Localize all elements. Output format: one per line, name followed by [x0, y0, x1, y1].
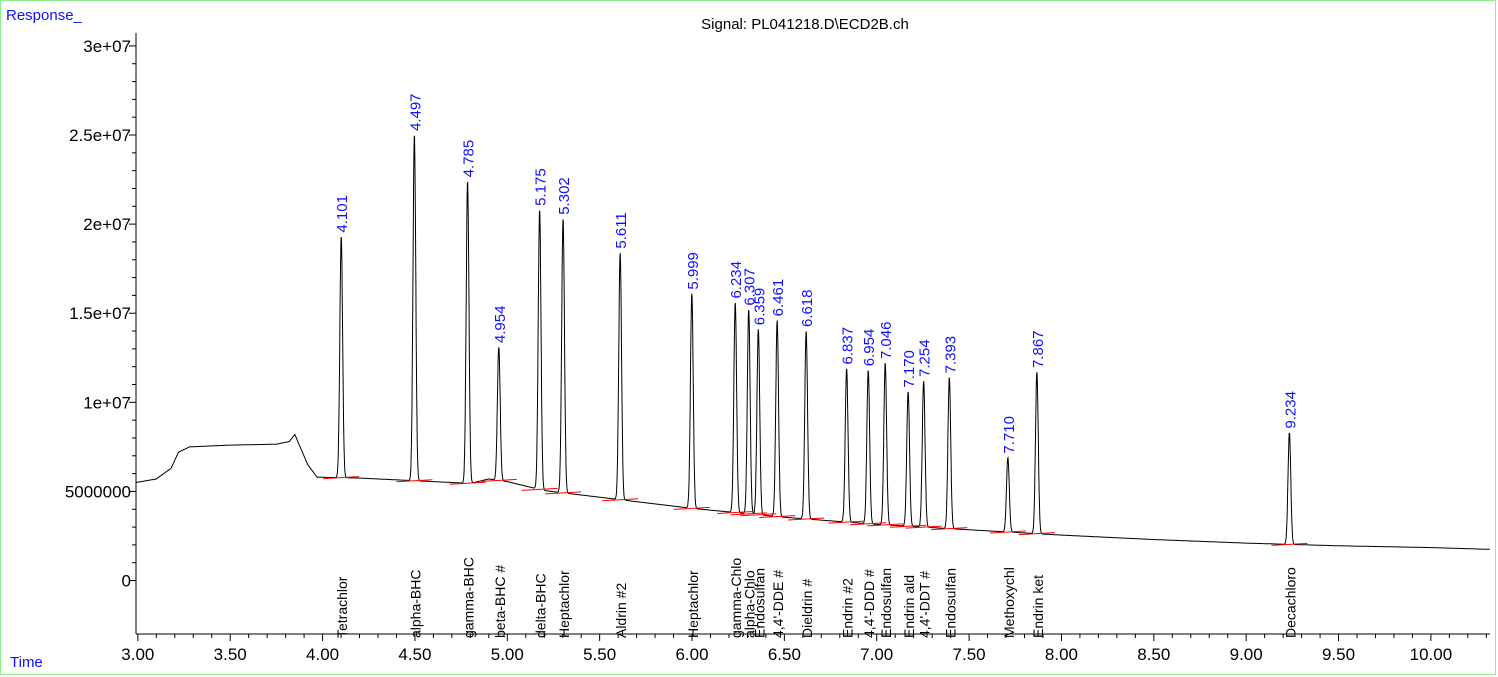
y-tick-label: 3e+07 — [83, 37, 131, 56]
peak-baseline-marker — [323, 476, 360, 480]
peak-baseline-marker — [788, 517, 825, 521]
y-tick-label: 1e+07 — [83, 393, 131, 412]
compound-label: 4,4'-DDE # — [770, 570, 786, 638]
chart-title: Signal: PL041218.D\ECD2B.ch — [701, 16, 909, 33]
peak-baseline-marker — [602, 498, 639, 502]
peak-baseline-marker — [1018, 532, 1055, 536]
x-tick-label: 9.50 — [1322, 645, 1355, 664]
x-tick-label: 8.00 — [1045, 645, 1078, 664]
y-tick-label: 0 — [122, 572, 131, 591]
peak-baseline-marker — [717, 511, 754, 515]
x-tick-label: 3.50 — [214, 645, 247, 664]
x-tick-label: 6.00 — [675, 645, 708, 664]
peak-rt-label: 7.170 — [901, 350, 918, 388]
x-tick-label: 4.00 — [306, 645, 339, 664]
peak-rt-label: 4.954 — [492, 306, 509, 344]
peak-rt-label: 4.785 — [461, 140, 478, 178]
x-tick-label: 4.50 — [398, 645, 431, 664]
signal-trace — [136, 135, 1490, 550]
compound-label: Dieldrin # — [799, 579, 815, 638]
peak-rt-label: 5.175 — [533, 168, 550, 206]
compound-label: Heptachlor — [556, 570, 572, 638]
compound-label: alpha-Chlo — [742, 570, 758, 638]
x-tick-label: 7.50 — [953, 645, 986, 664]
peak-rt-label: 7.046 — [878, 322, 895, 360]
peak-rt-label: 4.497 — [407, 93, 424, 131]
compound-label: 4,4'-DDD # — [861, 569, 877, 638]
compound-label: gamma-Chlo — [728, 558, 744, 638]
peak-baseline-marker — [890, 524, 927, 528]
peak-baseline-marker — [931, 527, 968, 531]
y-tick-label: 2e+07 — [83, 215, 131, 234]
compound-label: Methoxychl — [1001, 567, 1017, 638]
compound-label: Heptachlor — [685, 570, 701, 638]
x-tick-label: 9.00 — [1230, 645, 1263, 664]
peak-rt-label: 7.867 — [1030, 330, 1047, 368]
x-tick-label: 5.50 — [583, 645, 616, 664]
x-tick-label: 8.50 — [1137, 645, 1170, 664]
x-tick-label: 5.00 — [491, 645, 524, 664]
compound-label: Endrin #2 — [840, 578, 856, 638]
peak-baseline-marker — [449, 481, 486, 485]
peak-rt-label: 7.393 — [942, 336, 959, 374]
x-tick-label: 6.50 — [768, 645, 801, 664]
peak-baseline-marker — [730, 512, 767, 516]
x-tick-label: 3.00 — [121, 645, 154, 664]
y-tick-label: 2.5e+07 — [69, 126, 131, 145]
peak-baseline-marker — [521, 487, 558, 491]
peak-baseline-marker — [396, 479, 433, 483]
peak-rt-label: 7.710 — [1001, 416, 1018, 454]
y-axis-label: Response_ — [6, 7, 82, 24]
compound-label: Endosulfan — [751, 568, 767, 638]
peak-baseline-marker — [828, 520, 865, 524]
peak-rt-label: 6.461 — [770, 279, 787, 317]
peak-rt-label: 5.611 — [613, 212, 630, 248]
peak-rt-label: 6.618 — [799, 289, 816, 327]
peak-rt-label: 6.234 — [728, 261, 745, 299]
compound-label: Tetrachlor — [334, 576, 350, 638]
compound-label: Endosulfan — [942, 568, 958, 638]
peak-rt-label: 6.954 — [861, 329, 878, 367]
compound-label: Endrin ket — [1030, 575, 1046, 638]
peak-rt-label: 6.307 — [742, 268, 759, 306]
peak-rt-label: 7.254 — [917, 339, 934, 377]
peak-baseline-marker — [480, 478, 517, 482]
compound-label: beta-BHC # — [492, 565, 508, 638]
peak-rt-label: 6.837 — [840, 327, 857, 365]
peak-baseline-marker — [1271, 542, 1308, 546]
x-tick-label: 10.00 — [1410, 645, 1453, 664]
peak-baseline-marker — [545, 491, 582, 495]
compound-label: 4,4'-DDT # — [917, 571, 933, 638]
compound-label: delta-BHC — [533, 573, 549, 638]
peak-rt-label: 4.101 — [334, 195, 351, 233]
compound-label: Endrin ald — [901, 575, 917, 638]
peak-baseline-marker — [673, 506, 710, 510]
peak-rt-label: 9.234 — [1282, 391, 1299, 429]
x-tick-label: 7.00 — [860, 645, 893, 664]
peak-rt-label: 5.302 — [556, 177, 573, 215]
x-axis-label: Time — [10, 654, 43, 671]
y-tick-label: 5000000 — [65, 482, 131, 501]
peak-baseline-marker — [740, 513, 777, 517]
compound-label: Endosulfan — [878, 568, 894, 638]
compound-label: Decachloro — [1282, 567, 1298, 638]
peak-rt-label: 6.359 — [751, 288, 768, 326]
compound-label: Aldrin #2 — [613, 583, 629, 638]
peak-baseline-marker — [989, 530, 1026, 534]
peak-baseline-marker — [759, 515, 796, 519]
compound-label: gamma-BHC — [461, 557, 477, 638]
peak-baseline-marker — [905, 525, 942, 529]
y-tick-label: 1.5e+07 — [69, 304, 131, 323]
peak-baseline-marker — [850, 522, 887, 526]
peak-rt-label: 5.999 — [685, 252, 702, 290]
peak-baseline-marker — [867, 523, 904, 527]
compound-label: alpha-BHC — [407, 570, 423, 638]
